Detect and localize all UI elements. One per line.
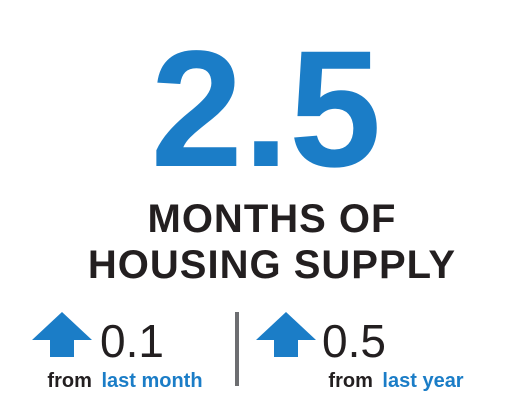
- change-caption: from last month: [47, 370, 202, 392]
- change-period: last month: [101, 370, 202, 392]
- headline-value: 2.5: [151, 17, 382, 202]
- change-prefix: from: [328, 370, 372, 392]
- up-arrow: [32, 312, 92, 357]
- change-value: 0.1: [100, 315, 164, 367]
- change-value: 0.5: [322, 315, 386, 367]
- change-prefix: from: [47, 370, 91, 392]
- headline-label: MONTHS OF: [148, 197, 397, 241]
- up-arrow: [256, 312, 316, 357]
- change-period: last year: [382, 370, 463, 392]
- headline-label: HOUSING SUPPLY: [88, 243, 456, 287]
- change-caption: from last year: [328, 370, 463, 392]
